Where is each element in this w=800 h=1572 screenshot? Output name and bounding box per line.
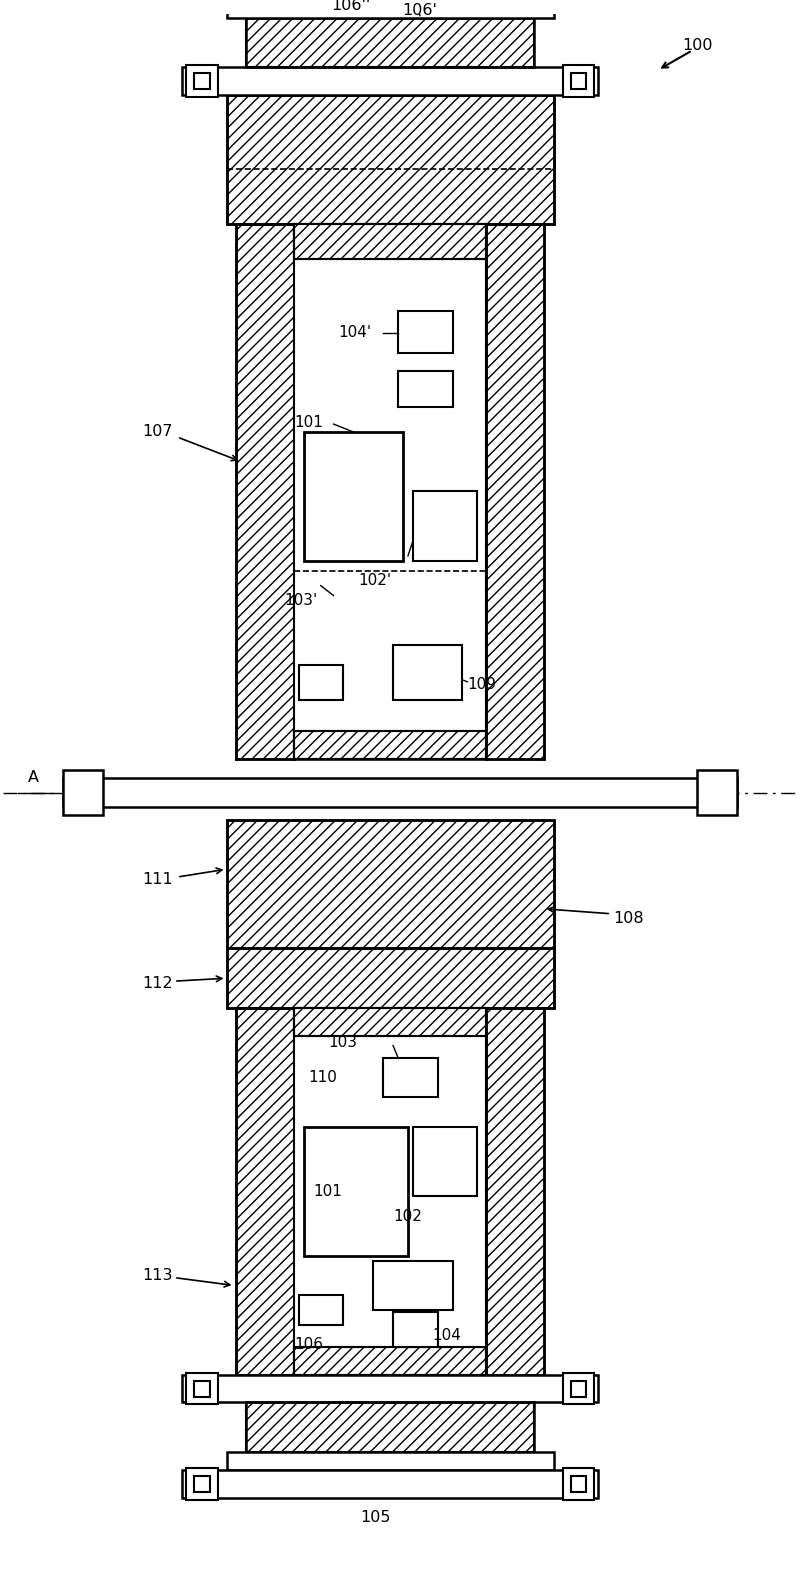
Bar <box>393 645 462 700</box>
Bar <box>294 223 486 258</box>
Text: 106': 106' <box>402 3 438 19</box>
Text: 102: 102 <box>393 1209 422 1223</box>
Text: 106: 106 <box>294 1338 323 1352</box>
Text: A: A <box>28 770 38 786</box>
Text: 102': 102' <box>358 574 391 588</box>
Bar <box>194 74 210 90</box>
Bar <box>299 665 343 700</box>
Bar <box>562 1468 594 1500</box>
Bar <box>294 1347 486 1376</box>
Bar <box>226 1453 554 1470</box>
Bar <box>194 1380 210 1396</box>
Bar <box>226 948 554 1008</box>
Text: 111: 111 <box>142 871 173 887</box>
Bar <box>186 1372 218 1404</box>
Bar <box>398 371 453 407</box>
Bar <box>570 1380 586 1396</box>
Bar <box>226 0 554 17</box>
Bar <box>226 819 554 948</box>
Text: 113: 113 <box>142 1269 173 1283</box>
Bar <box>294 731 486 759</box>
Bar <box>294 1008 486 1376</box>
Text: 100: 100 <box>682 38 713 53</box>
Bar <box>570 74 586 90</box>
Bar <box>304 1127 408 1256</box>
Text: 108: 108 <box>613 912 644 926</box>
Text: 103: 103 <box>329 1034 358 1050</box>
Text: 112: 112 <box>142 976 173 990</box>
Bar <box>226 948 554 1008</box>
Text: 104': 104' <box>338 325 372 341</box>
Bar <box>182 68 598 94</box>
Bar <box>182 1376 598 1402</box>
Bar <box>226 819 554 948</box>
Text: 105: 105 <box>360 1511 390 1525</box>
Bar <box>294 1008 486 1036</box>
Bar <box>294 1008 486 1036</box>
Bar <box>486 223 544 759</box>
Bar <box>246 1402 534 1453</box>
Bar <box>226 94 554 223</box>
Bar <box>383 1058 438 1097</box>
Text: 110: 110 <box>309 1071 338 1085</box>
Bar <box>186 1468 218 1500</box>
Bar <box>698 770 737 814</box>
Bar <box>63 770 102 814</box>
Text: 103': 103' <box>284 593 318 608</box>
Bar <box>246 1402 534 1453</box>
Bar <box>374 1261 453 1311</box>
Bar <box>299 1295 343 1325</box>
Bar <box>413 1127 478 1196</box>
Bar <box>194 1476 210 1492</box>
Bar <box>413 492 478 561</box>
Bar <box>226 94 554 223</box>
Bar <box>237 223 294 759</box>
Bar <box>570 1476 586 1492</box>
Bar <box>246 17 534 68</box>
Text: 109: 109 <box>467 678 497 692</box>
Text: 104: 104 <box>433 1328 462 1342</box>
Bar <box>186 64 218 97</box>
Bar <box>393 1313 438 1347</box>
Bar <box>398 311 453 352</box>
Bar <box>562 64 594 97</box>
Bar <box>486 1008 544 1376</box>
Bar <box>294 223 486 258</box>
Text: 106'': 106'' <box>331 0 370 13</box>
Text: 101: 101 <box>294 415 323 429</box>
Text: 107: 107 <box>142 424 173 440</box>
Bar <box>63 778 737 806</box>
Bar <box>304 432 403 561</box>
Text: 101: 101 <box>314 1184 342 1199</box>
Bar <box>182 1470 598 1498</box>
Bar <box>246 17 534 68</box>
Bar <box>294 1347 486 1376</box>
Bar <box>237 1008 294 1376</box>
Bar <box>562 1372 594 1404</box>
Bar <box>294 223 486 759</box>
Bar <box>294 731 486 759</box>
